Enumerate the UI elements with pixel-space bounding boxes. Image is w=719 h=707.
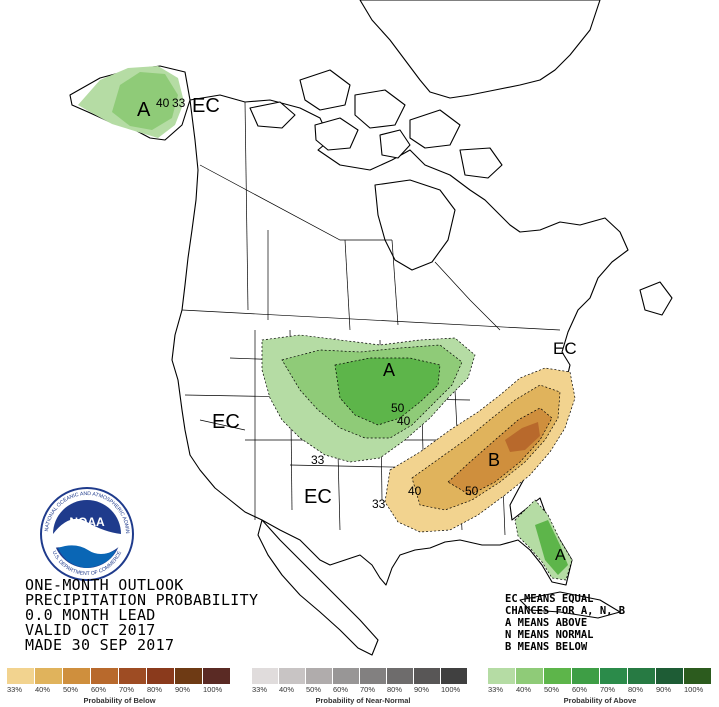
legend-line-4: N MEANS NORMAL	[505, 629, 594, 641]
below-scale-tick-2: 40%	[35, 685, 51, 694]
below-scale-caption: Probability of Below	[83, 696, 156, 705]
plains-contour-50-label: 50	[391, 401, 405, 415]
below-scale-tick-1: 33%	[7, 685, 23, 694]
title-line-5: MADE 30 SEP 2017	[25, 636, 175, 654]
near-normal-scale-bars	[252, 668, 474, 684]
above-scale-ticks: 33% 40% 50% 60% 70% 80% 90% 100%	[488, 685, 712, 694]
above-scale-swatch-6	[628, 668, 655, 684]
southeast-contour-50-label: 50	[465, 484, 479, 498]
below-scale-ticks: 33% 40% 50% 60% 70% 80% 90% 100%	[7, 685, 232, 694]
below-scale-swatch-2	[35, 668, 62, 684]
near-normal-scale-swatch-7	[414, 668, 440, 684]
below-scale-tick-4: 60%	[91, 685, 107, 694]
above-scale-tick-2: 40%	[516, 685, 532, 694]
above-scale-swatch-4	[572, 668, 599, 684]
near-normal-scale-swatch-5	[360, 668, 386, 684]
title-line-4: VALID OCT 2017	[25, 621, 156, 639]
title-block: ONE-MONTH OUTLOOK PRECIPITATION PROBABIL…	[25, 578, 345, 653]
above-scale-swatch-3	[544, 668, 571, 684]
alaska-category-label: A	[137, 99, 151, 121]
near-normal-scale-ticks: 33% 40% 50% 60% 70% 80% 90% 100%	[252, 685, 474, 694]
legend-line-5: B MEANS BELOW	[505, 641, 588, 653]
above-scale-bars	[488, 668, 712, 684]
near-normal-scale-tick-5: 70%	[360, 685, 376, 694]
below-scale-tick-7: 90%	[175, 685, 191, 694]
above-scale-tick-6: 80%	[628, 685, 644, 694]
below-scale: 33% 40% 50% 60% 70% 80% 90% 100% Probability of…	[7, 668, 232, 707]
southeast-category-label: B	[488, 450, 500, 470]
plains-above-region	[261, 334, 476, 463]
below-scale-tick-8: 100%	[203, 685, 223, 694]
near-normal-scale-tick-6: 80%	[387, 685, 403, 694]
map-labels: A 40 33 EC EC EC EC A 50 40 33 B 40 50 3…	[137, 95, 577, 564]
above-scale-swatch-7	[656, 668, 683, 684]
near-normal-scale-tick-7: 90%	[414, 685, 430, 694]
below-scale-tick-3: 50%	[63, 685, 79, 694]
above-scale-swatch-8	[684, 668, 711, 684]
below-scale-swatch-1	[7, 668, 34, 684]
legend-line-3: A MEANS ABOVE	[505, 617, 588, 629]
category-legend: EC MEANS EQUAL CHANCES FOR A, N, B A MEA…	[505, 593, 705, 653]
southeast-contour-33-label: 33	[372, 497, 386, 511]
southeast-contour-40-label: 40	[408, 484, 422, 498]
below-scale-tick-6: 80%	[147, 685, 163, 694]
above-scale-caption: Probability of Above	[563, 696, 637, 705]
plains-contour-40-label: 40	[397, 414, 411, 428]
above-scale-tick-5: 70%	[600, 685, 616, 694]
northeast-ec-label: EC	[553, 339, 577, 358]
above-scale: 33% 40% 50% 60% 70% 80% 90% 100% Probability of…	[488, 668, 712, 707]
near-normal-scale-swatch-8	[441, 668, 467, 684]
below-scale-swatch-7	[175, 668, 202, 684]
legend-line-1: EC MEANS EQUAL	[505, 593, 594, 605]
below-scale-swatch-5	[119, 668, 146, 684]
below-scale-swatch-8	[203, 668, 230, 684]
near-normal-scale-swatch-6	[387, 668, 413, 684]
legend-line-2: CHANCES FOR A, N, B	[505, 605, 626, 617]
below-scale-swatch-4	[91, 668, 118, 684]
above-scale-tick-1: 33%	[488, 685, 504, 694]
title-line-3: 0.0 MONTH LEAD	[25, 606, 156, 624]
noaa-logo-text: NOAA	[69, 515, 105, 529]
near-normal-scale-swatch-1	[252, 668, 278, 684]
title-line-1: ONE-MONTH OUTLOOK	[25, 576, 184, 594]
above-scale-tick-7: 90%	[656, 685, 672, 694]
below-scale-swatch-6	[147, 668, 174, 684]
above-scale-tick-8: 100%	[684, 685, 704, 694]
near-normal-scale-tick-2: 40%	[279, 685, 295, 694]
above-scale-swatch-2	[516, 668, 543, 684]
below-scale-bars	[7, 668, 232, 684]
florida-above-region	[514, 499, 573, 581]
alaska-ec-label: EC	[192, 95, 220, 117]
plains-category-label: A	[383, 360, 395, 380]
near-normal-scale: 33% 40% 50% 60% 70% 80% 90% 100% Probability of…	[252, 668, 474, 707]
alaska-contour-label: 40	[156, 96, 170, 110]
below-scale-tick-5: 70%	[119, 685, 135, 694]
below-scale-swatch-3	[63, 668, 90, 684]
alaska-above-region	[78, 66, 184, 138]
near-normal-scale-tick-8: 100%	[441, 685, 461, 694]
near-normal-scale-tick-3: 50%	[306, 685, 322, 694]
above-scale-swatch-5	[600, 668, 627, 684]
florida-category-label: A	[555, 547, 566, 564]
above-scale-tick-4: 60%	[572, 685, 588, 694]
alaska-contour2-label: 33	[172, 96, 186, 110]
near-normal-scale-swatch-3	[306, 668, 332, 684]
southeast-below-region	[384, 367, 576, 533]
near-normal-scale-swatch-4	[333, 668, 359, 684]
near-normal-scale-caption: Probability of Near-Normal	[315, 696, 411, 705]
title-line-2: PRECIPITATION PROBABILITY	[25, 591, 259, 609]
west-ec-label: EC	[212, 411, 240, 433]
southwest-ec-label: EC	[304, 486, 332, 508]
above-scale-swatch-1	[488, 668, 515, 684]
near-normal-scale-swatch-2	[279, 668, 305, 684]
near-normal-scale-tick-4: 60%	[333, 685, 349, 694]
above-scale-tick-3: 50%	[544, 685, 560, 694]
near-normal-scale-tick-1: 33%	[252, 685, 268, 694]
plains-contour-33-label: 33	[311, 453, 325, 467]
